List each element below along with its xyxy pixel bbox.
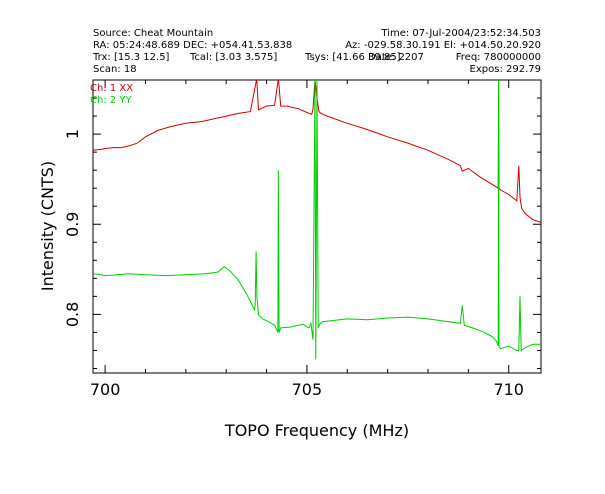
axis-ticks: 700 705 710 0.8 0.9 1 [63, 79, 541, 399]
header-tsys: Tsys: [41.66 39.85] [304, 52, 401, 63]
header-source: Source: Cheat Mountain [93, 28, 213, 39]
series-line-ch2 [92, 79, 541, 360]
y-tick-label: 0.9 [63, 212, 82, 237]
y-tick-label: 0.8 [63, 302, 82, 327]
x-tick-label: 705 [292, 380, 323, 399]
header-date: Date: 2207 [368, 52, 424, 63]
header-time: Time: 07-Jul-2004/23:52:34.503 [380, 28, 541, 39]
header-az-el: Az: -029.58.30.191 El: +014.50.20.920 [345, 40, 541, 51]
x-tick-label: 710 [493, 380, 524, 399]
header-trx: Trx: [15.3 12.5] [92, 52, 170, 63]
header-scan: Scan: 18 [93, 64, 137, 75]
legend-entry-ch2: Ch: 2 YY [90, 95, 133, 106]
header-expos: Expos: 292.79 [470, 64, 541, 75]
legend-entry-ch1: Ch: 1 XX [90, 83, 133, 94]
header-tcal: Tcal: [3.03 3.575] [189, 52, 277, 63]
y-axis-label: Intensity (CNTS) [38, 161, 57, 291]
header-ra-dec: RA: 05:24:48.689 DEC: +054.41.53.838 [93, 40, 292, 51]
x-tick-label: 700 [90, 380, 121, 399]
y-tick-label: 1 [63, 129, 82, 139]
header-freq: Freq: 780000000 [456, 52, 541, 63]
x-axis-label: TOPO Frequency (MHz) [224, 421, 409, 440]
data-series [92, 79, 542, 360]
